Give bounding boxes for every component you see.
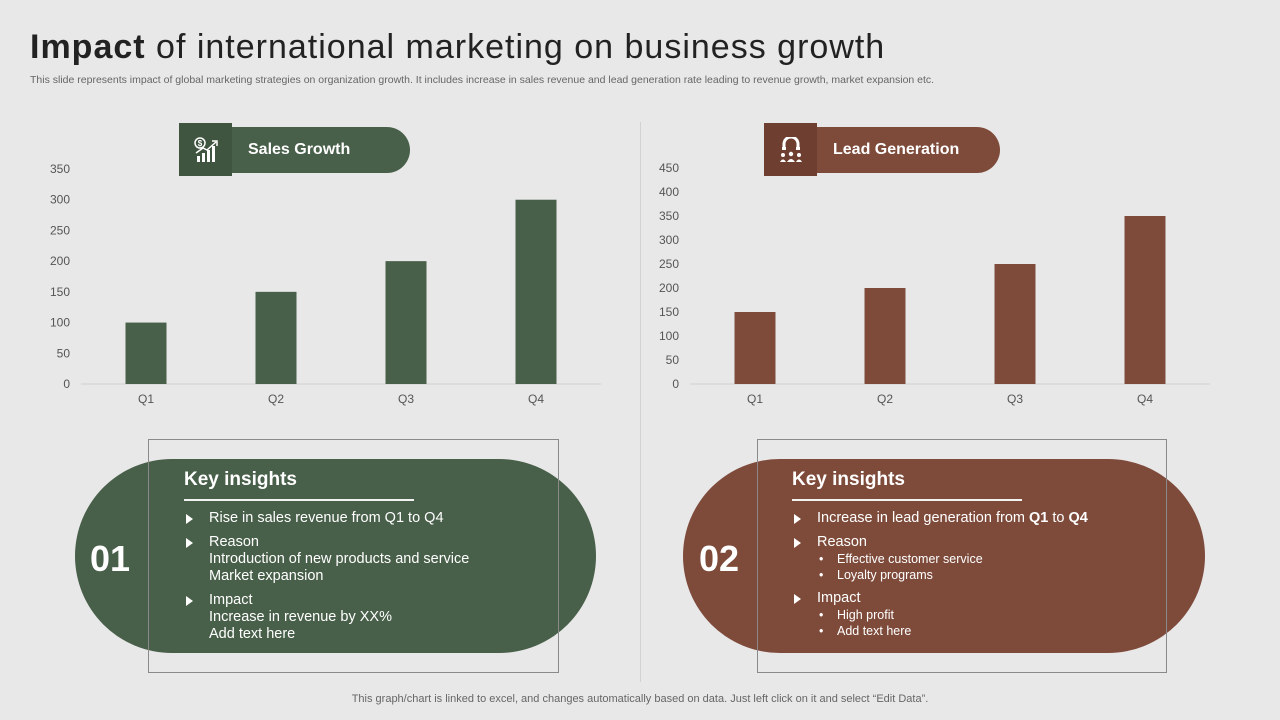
bar-q2 <box>864 288 906 384</box>
center-divider <box>640 122 641 682</box>
title-bold: Impact <box>30 28 146 66</box>
lead-magnet-icon <box>764 123 817 176</box>
insight-item: Impact Increase in revenue by XX% Add text… <box>184 592 564 643</box>
y-tick-label: 250 <box>50 223 70 237</box>
x-tick-label: Q3 <box>1007 392 1023 406</box>
sales-growth-label: Sales Growth <box>248 141 351 158</box>
bar-q3 <box>385 261 427 384</box>
key-insights-underline <box>792 499 1022 501</box>
y-tick-label: 350 <box>50 162 70 176</box>
x-tick-label: Q2 <box>268 392 284 406</box>
sales-growth-chart: 0 50 100 150 200 250 300 350 Q1 Q2 Q3 Q4 <box>50 162 601 406</box>
arrow-bullet-icon <box>186 596 193 606</box>
y-tick-label: 200 <box>50 254 70 268</box>
insight-frame-01 <box>148 439 559 673</box>
title-rest: of international marketing on business g… <box>156 28 886 66</box>
svg-text:$: $ <box>197 139 202 148</box>
key-insights-title: Key insights <box>792 469 905 490</box>
x-tick-label: Q1 <box>138 392 154 406</box>
insight-item: Rise in sales revenue from Q1 to Q4 <box>184 510 564 527</box>
arrow-bullet-icon <box>186 514 193 524</box>
y-tick-label: 50 <box>666 353 680 367</box>
x-tick-label: Q2 <box>877 392 893 406</box>
lead-generation-chart: 0 50 100 150 200 250 300 350 400 450 Q1 Q2 Q3 Q4 <box>659 161 1210 406</box>
bar-q2 <box>255 291 297 384</box>
y-tick-label: 450 <box>659 161 679 175</box>
insight-item: Increase in lead generation from Q1 to Q… <box>792 510 1172 527</box>
y-tick-label: 100 <box>659 329 679 343</box>
key-insights-02: Key insights Increase in lead generation… <box>792 469 1172 646</box>
y-tick-label: 150 <box>50 285 70 299</box>
dollar-growth-chart-icon: $ <box>179 123 232 176</box>
bar-q4 <box>1124 216 1166 384</box>
y-tick-label: 50 <box>57 346 71 360</box>
x-tick-label: Q3 <box>398 392 414 406</box>
lead-generation-pill: Lead Generation <box>764 123 1000 176</box>
x-tick-label: Q4 <box>1137 392 1153 406</box>
y-tick-label: 0 <box>672 377 679 391</box>
insight-number-01: 01 <box>90 538 131 579</box>
y-tick-label: 300 <box>50 193 70 207</box>
bar-q1 <box>125 322 167 384</box>
y-tick-label: 150 <box>659 305 679 319</box>
page-title: Impact of international marketing on bus… <box>30 28 885 67</box>
insight-item: ReasonEffective customer serviceLoyalty … <box>792 534 1172 583</box>
x-tick-label: Q1 <box>747 392 763 406</box>
y-tick-label: 0 <box>63 377 70 391</box>
y-tick-label: 250 <box>659 257 679 271</box>
y-tick-label: 300 <box>659 233 679 247</box>
bar-q1 <box>734 312 776 384</box>
bar-q3 <box>994 264 1036 384</box>
lead-generation-label: Lead Generation <box>833 141 960 158</box>
insight-number-02: 02 <box>699 538 740 579</box>
y-tick-label: 400 <box>659 185 679 199</box>
sales-growth-pill: $ Sales Growth <box>179 123 410 176</box>
page-subtitle: This slide represents impact of global m… <box>30 74 935 86</box>
insight-item: Reason Introduction of new products and s… <box>184 534 564 585</box>
insight-item: ImpactHigh profitAdd text here <box>792 590 1172 639</box>
key-insights-01: Key insights Rise in sales revenue from … <box>184 469 564 650</box>
y-tick-label: 100 <box>50 316 70 330</box>
key-insights-title: Key insights <box>184 469 297 490</box>
bar-q4 <box>515 199 557 384</box>
arrow-bullet-icon <box>794 538 801 548</box>
y-tick-label: 350 <box>659 209 679 223</box>
arrow-bullet-icon <box>186 538 193 548</box>
key-insights-underline <box>184 499 414 501</box>
insight-panel-01 <box>75 459 596 653</box>
arrow-bullet-icon <box>794 514 801 524</box>
x-tick-label: Q4 <box>528 392 544 406</box>
arrow-bullet-icon <box>794 594 801 604</box>
footer-note: This graph/chart is linked to excel, and… <box>351 693 929 705</box>
y-tick-label: 200 <box>659 281 679 295</box>
